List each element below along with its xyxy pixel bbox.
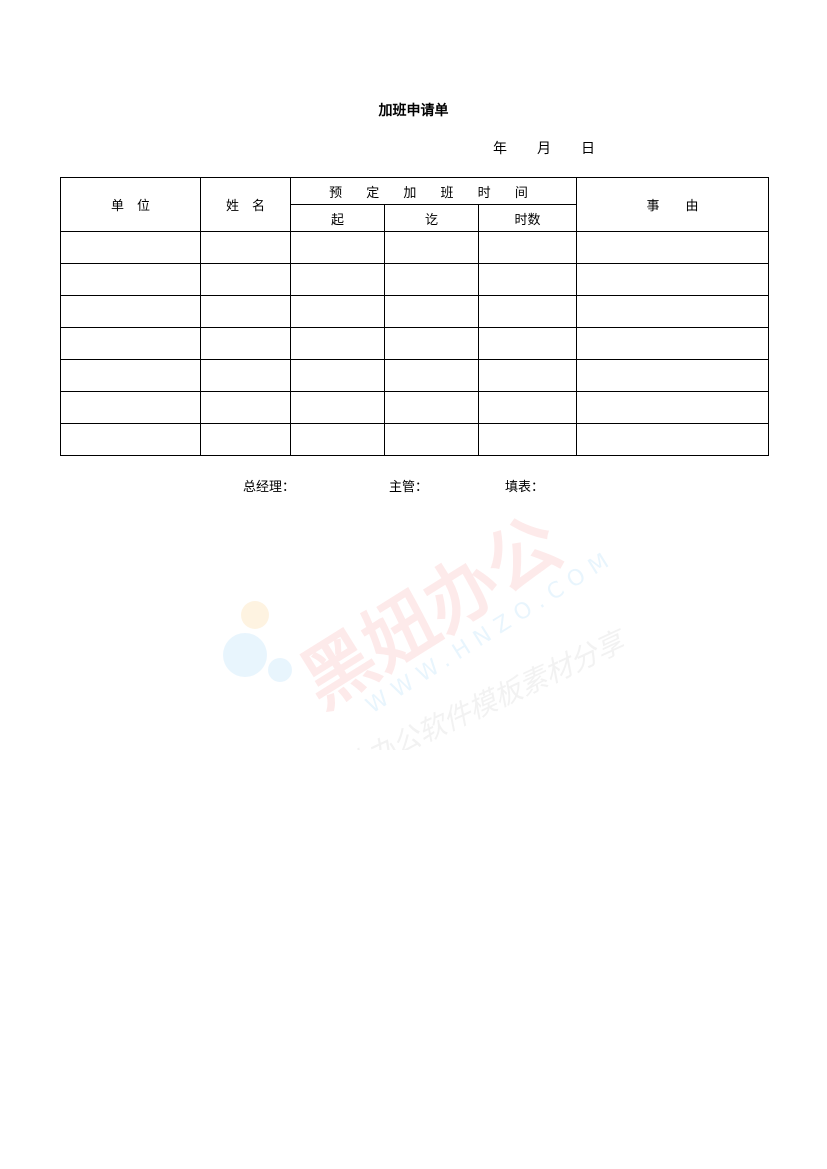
table-cell[interactable]: [478, 295, 577, 328]
header-name: 姓 名: [200, 177, 291, 232]
table-cell[interactable]: [200, 327, 291, 360]
table-row: [60, 391, 769, 424]
table-cell[interactable]: [384, 359, 479, 392]
table-cell[interactable]: [60, 359, 201, 392]
watermark-brand: 黑妞办公: [287, 500, 576, 724]
table-cell[interactable]: [478, 423, 577, 456]
table-cell[interactable]: [576, 391, 769, 424]
table-row: [60, 263, 769, 296]
header-reason: 事 由: [576, 177, 769, 232]
table-cell[interactable]: [200, 423, 291, 456]
table-cell[interactable]: [200, 295, 291, 328]
table-cell[interactable]: [290, 327, 385, 360]
table-cell[interactable]: [478, 359, 577, 392]
table-cell[interactable]: [290, 359, 385, 392]
table-cell[interactable]: [200, 263, 291, 296]
general-manager-signature: 总经理：: [243, 480, 296, 495]
subheader-row: 起 讫 时数: [61, 204, 769, 232]
table-cell[interactable]: [60, 231, 201, 264]
table-row: [60, 327, 769, 360]
date-year: 年: [493, 141, 507, 157]
table-cell[interactable]: [60, 327, 201, 360]
table-cell[interactable]: [384, 423, 479, 456]
table-cell[interactable]: [576, 295, 769, 328]
table-cell[interactable]: [60, 423, 201, 456]
table-cell[interactable]: [478, 231, 577, 264]
overtime-table: 单 位 姓 名 预 定 加 班 时 间 事 由 起 讫 时数: [60, 177, 769, 456]
supervisor-signature: 主管：: [389, 480, 429, 495]
table-cell[interactable]: [576, 423, 769, 456]
header-hours: 时数: [478, 204, 577, 232]
table-cell[interactable]: [384, 391, 479, 424]
filled-by-signature: 填表：: [505, 480, 545, 495]
table-cell[interactable]: [478, 391, 577, 424]
table-cell[interactable]: [290, 231, 385, 264]
table-cell[interactable]: [576, 327, 769, 360]
table-cell[interactable]: [384, 231, 479, 264]
table-row: [60, 295, 769, 328]
table-cell[interactable]: [384, 327, 479, 360]
table-cell[interactable]: [290, 391, 385, 424]
watermark-url: WWW.HNZO.COM: [362, 545, 620, 719]
page-title: 加班申请单: [378, 103, 449, 119]
table-cell[interactable]: [60, 263, 201, 296]
header-unit: 单 位: [60, 177, 201, 232]
table-cell[interactable]: [60, 391, 201, 424]
table-cell[interactable]: [384, 295, 479, 328]
table-cell[interactable]: [290, 263, 385, 296]
watermark-logo: 黑妞办公 WWW.HNZO.COM 专业办公软件模板素材分享: [223, 500, 633, 750]
table-cell[interactable]: [478, 263, 577, 296]
table-cell[interactable]: [290, 423, 385, 456]
table-row: [60, 359, 769, 392]
table-row: [60, 231, 769, 264]
table-cell[interactable]: [576, 231, 769, 264]
table-cell[interactable]: [60, 295, 201, 328]
watermark-slogan: 专业办公软件模板素材分享: [311, 623, 633, 750]
header-row: 单 位 姓 名 预 定 加 班 时 间 事 由: [60, 177, 769, 232]
table-cell[interactable]: [576, 263, 769, 296]
date-line: 年月日: [493, 138, 595, 158]
header-end: 讫: [384, 204, 479, 232]
table-cell[interactable]: [576, 359, 769, 392]
table-cell[interactable]: [200, 231, 291, 264]
table-row: [60, 423, 769, 456]
date-month: 月: [537, 141, 551, 157]
date-day: 日: [581, 141, 595, 157]
table-cell[interactable]: [200, 391, 291, 424]
table-cell[interactable]: [478, 327, 577, 360]
table-cell[interactable]: [200, 359, 291, 392]
header-planned-time: 预 定 加 班 时 间: [290, 177, 577, 205]
table-cell[interactable]: [290, 295, 385, 328]
table-cell[interactable]: [384, 263, 479, 296]
header-start: 起: [290, 204, 385, 232]
